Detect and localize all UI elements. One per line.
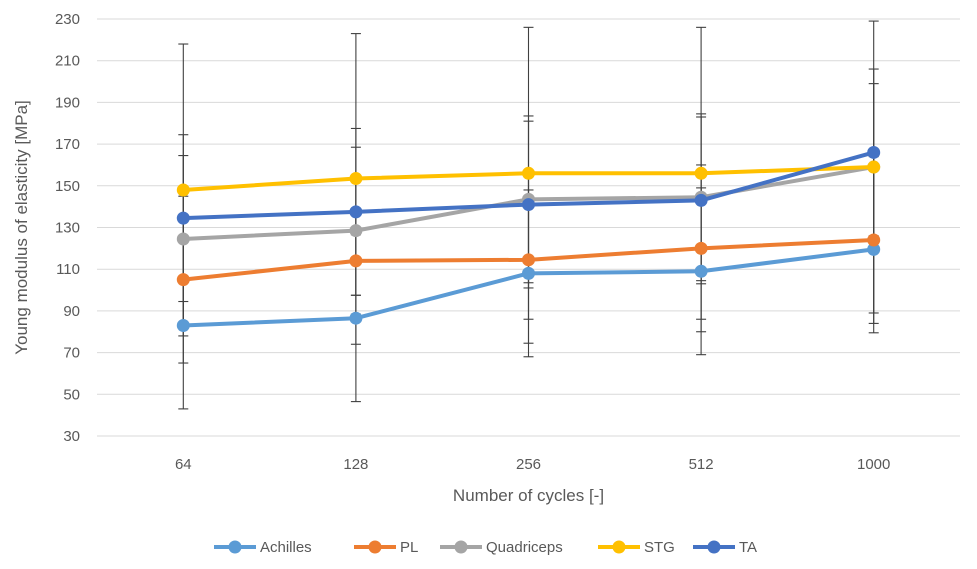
x-tick-label: 1000	[857, 456, 890, 473]
legend-item-achilles: Achilles	[214, 539, 312, 556]
y-axis-title: Young modulus of elasticity [MPa]	[12, 100, 31, 355]
data-point-achilles	[349, 311, 363, 325]
y-tick-label: 110	[56, 261, 80, 278]
x-axis-ticks: 64 128 256 512 1000	[175, 456, 890, 473]
x-tick-label: 256	[516, 456, 541, 473]
data-point-ta	[694, 193, 708, 207]
y-tick-label: 190	[55, 94, 80, 111]
legend-item-pl: PL	[354, 539, 418, 556]
y-tick-label: 130	[55, 220, 80, 237]
data-point-stg	[349, 172, 363, 186]
data-point-quadriceps	[349, 224, 363, 238]
x-tick-label: 512	[689, 456, 714, 473]
data-point-achilles	[176, 318, 190, 332]
y-tick-label: 30	[63, 428, 80, 445]
data-point-stg	[176, 183, 190, 197]
y-axis-ticks: 30 50 70 90 110 130 150 170 190 210 230	[55, 11, 80, 445]
data-point-achilles	[522, 266, 535, 280]
data-point-quadriceps	[176, 232, 190, 246]
data-point-achilles	[867, 242, 881, 256]
legend-marker-stg	[612, 540, 626, 554]
y-tick-label: 70	[63, 345, 80, 362]
legend-marker-quadriceps	[454, 540, 468, 554]
legend-item-ta: TA	[693, 539, 757, 556]
y-tick-label: 230	[55, 11, 80, 28]
legend-marker-pl	[368, 540, 382, 554]
legend-marker-ta	[707, 540, 721, 554]
y-tick-label: 50	[63, 386, 80, 403]
y-tick-label: 90	[63, 303, 80, 320]
data-point-stg	[867, 160, 881, 174]
data-point-pl	[349, 254, 363, 268]
data-point-ta	[867, 145, 881, 159]
data-point-stg	[694, 166, 708, 180]
y-tick-label: 150	[55, 178, 80, 195]
series-achilles	[176, 242, 881, 332]
legend-label-stg: STG	[644, 539, 675, 556]
data-point-pl	[867, 233, 881, 247]
series-lines	[176, 145, 881, 332]
x-tick-label: 64	[175, 456, 192, 473]
data-point-pl	[176, 273, 190, 287]
data-point-pl	[694, 241, 708, 255]
data-point-stg	[522, 166, 535, 180]
legend-marker-achilles	[228, 540, 242, 554]
data-point-achilles	[694, 264, 708, 278]
y-tick-label: 170	[55, 136, 80, 153]
legend-label-quadriceps: Quadriceps	[486, 539, 563, 556]
legend-item-stg: STG	[598, 539, 675, 556]
legend-item-quadriceps: Quadriceps	[440, 539, 563, 556]
y-tick-label: 210	[55, 53, 80, 70]
data-point-ta	[522, 198, 535, 212]
legend-label-achilles: Achilles	[260, 539, 312, 556]
data-point-ta	[176, 211, 190, 225]
data-point-ta	[349, 205, 363, 219]
series-stg	[176, 160, 881, 197]
legend-label-pl: PL	[400, 539, 418, 556]
series-pl	[176, 233, 881, 287]
data-point-pl	[522, 253, 535, 267]
legend-label-ta: TA	[739, 539, 757, 556]
x-axis-title: Number of cycles [-]	[453, 486, 604, 505]
legend: Achilles PL Quadriceps STG TA	[214, 539, 757, 556]
series-ta	[176, 145, 881, 225]
x-tick-label: 128	[343, 456, 368, 473]
